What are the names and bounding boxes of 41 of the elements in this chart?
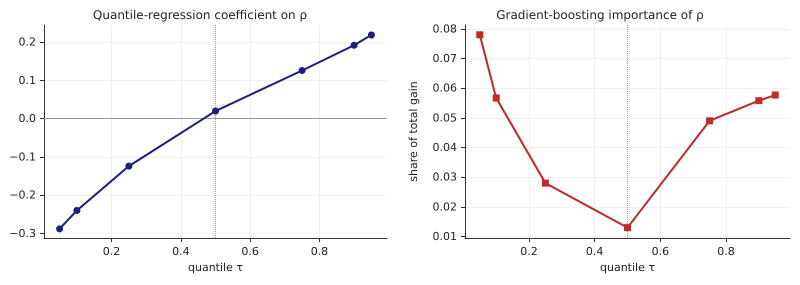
y-tick-label: 0.2	[18, 36, 36, 49]
chart-title: Quantile-regression coefficient on ρ	[92, 8, 308, 22]
y-tick-label: 0.05	[432, 111, 457, 124]
x-axis-title: quantile τ	[600, 261, 656, 274]
x-tick-label: 0.6	[652, 245, 670, 258]
point	[706, 117, 714, 124]
x-tick-label: 0.8	[310, 245, 328, 258]
y-tick-label: 0.06	[432, 82, 457, 95]
chart-title: Gradient-boosting importance of ρ	[496, 8, 704, 22]
y-tick-label: 0.07	[432, 52, 457, 66]
y-tick-label: 0.1	[18, 74, 36, 87]
y-tick-label: −0.1	[9, 150, 36, 164]
y-tick-label: 0.03	[432, 170, 457, 184]
point	[542, 180, 549, 187]
y-tick-label: 0.0	[18, 112, 36, 126]
x-tick-label: 0.8	[717, 245, 735, 258]
point	[755, 97, 762, 104]
point	[368, 31, 375, 38]
x-tick-label: 0.2	[102, 245, 120, 258]
y-tick-label: −0.2	[9, 188, 36, 202]
x-axis-title: quantile τ	[188, 261, 244, 274]
point	[492, 94, 500, 102]
point	[212, 108, 219, 115]
x-tick-label: 0.4	[586, 245, 604, 258]
y-axis-title: share of total gain	[407, 81, 420, 182]
y-tick-label: −0.3	[9, 226, 36, 240]
point	[476, 31, 484, 38]
point	[298, 67, 306, 74]
point	[56, 225, 64, 232]
x-tick-label: 0.4	[172, 245, 190, 258]
point	[624, 224, 631, 232]
point	[73, 206, 80, 214]
x-tick-label: 0.2	[520, 245, 538, 258]
point	[350, 42, 358, 49]
x-tick-label: 0.6	[241, 245, 259, 258]
y-tick-label: 0.08	[432, 22, 457, 36]
y-tick-label: 0.02	[432, 200, 457, 214]
y-tick-label: 0.04	[432, 141, 457, 154]
point	[125, 162, 132, 170]
point	[772, 92, 779, 99]
y-tick-label: 0.01	[432, 230, 457, 244]
